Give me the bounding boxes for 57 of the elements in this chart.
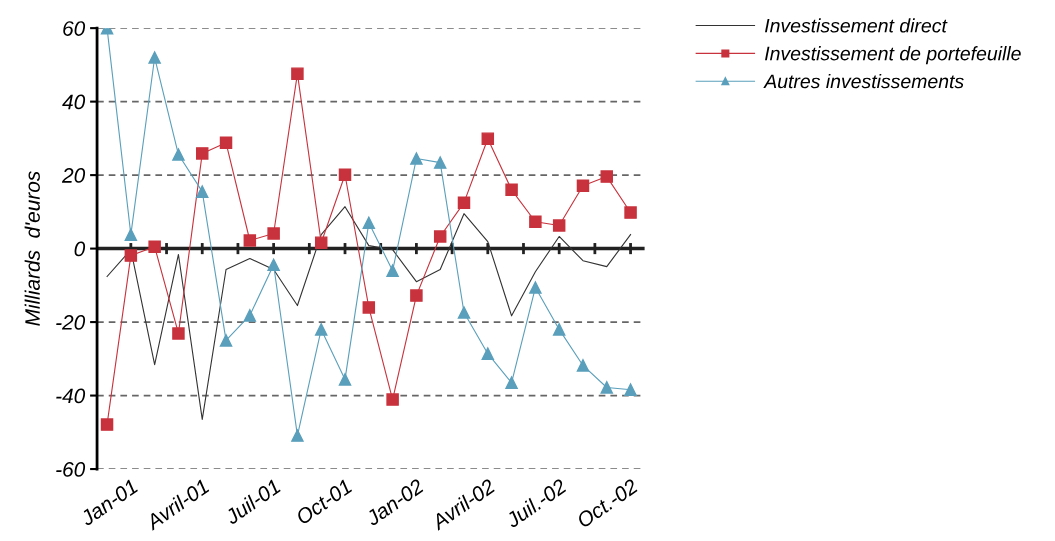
legend-label: Investissement direct — [765, 18, 948, 33]
point — [505, 376, 518, 389]
y-tick-label: -20 — [56, 315, 86, 330]
point — [576, 179, 590, 193]
line-series — [106, 206, 632, 420]
legend-label: Autres investissements — [763, 73, 964, 89]
point — [481, 347, 495, 360]
point — [243, 234, 257, 247]
point — [314, 236, 328, 249]
point — [267, 227, 280, 240]
point — [195, 185, 209, 198]
point — [219, 136, 233, 150]
y-tick-label: 40 — [62, 94, 86, 110]
point — [243, 309, 257, 322]
point — [314, 323, 328, 336]
point — [148, 240, 161, 254]
point — [481, 132, 495, 145]
legend-label: Investissement de portefeuille — [765, 46, 1021, 65]
point — [457, 196, 471, 209]
point — [219, 334, 233, 347]
point — [552, 323, 566, 336]
point — [267, 258, 280, 272]
point — [124, 249, 138, 262]
point — [386, 393, 399, 406]
point — [552, 219, 566, 232]
point — [148, 51, 161, 64]
y-tick-label: 20 — [61, 168, 86, 183]
y-axis-title: Milliards d'euros — [24, 171, 40, 326]
point — [624, 206, 637, 219]
point — [172, 148, 185, 161]
y-tick-label: -40 — [56, 388, 86, 404]
point — [600, 170, 614, 183]
point — [124, 228, 138, 241]
point — [433, 230, 447, 243]
point — [529, 281, 542, 294]
point — [291, 429, 304, 442]
point — [433, 156, 447, 169]
point — [410, 289, 423, 302]
point — [600, 381, 614, 394]
point — [195, 147, 209, 160]
point — [362, 301, 376, 314]
point — [505, 183, 518, 197]
point — [529, 215, 542, 229]
point — [624, 383, 637, 396]
y-tick-label: 0 — [74, 241, 86, 257]
point — [386, 264, 399, 277]
point — [338, 168, 352, 181]
point — [172, 327, 185, 340]
point — [576, 359, 590, 372]
point — [410, 152, 423, 165]
point — [362, 216, 376, 230]
y-tick-label: 60 — [63, 21, 86, 36]
point — [100, 418, 114, 431]
y-tick-label: -60 — [56, 462, 86, 477]
point — [338, 373, 352, 386]
point — [457, 306, 471, 319]
point — [291, 67, 304, 80]
